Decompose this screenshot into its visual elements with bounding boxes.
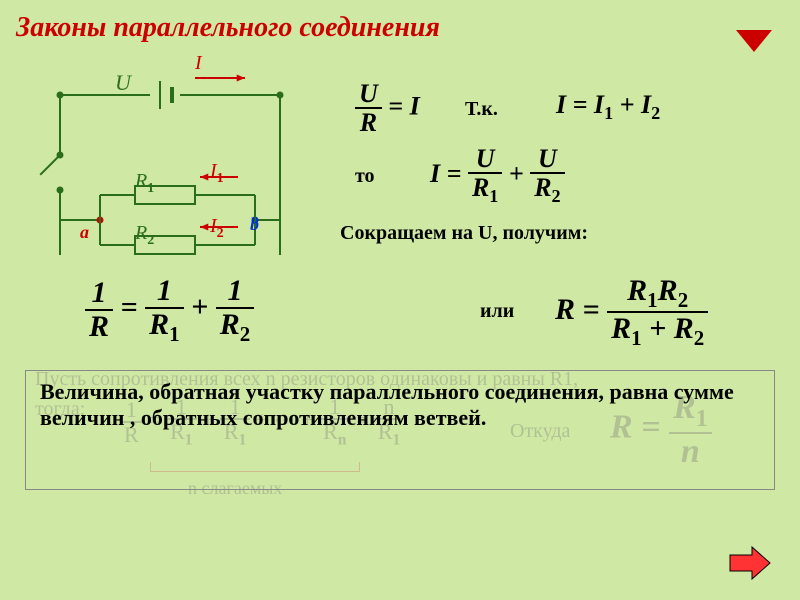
definition-box: Величина, обратная участку параллельного… — [25, 370, 775, 490]
circuit-diagram — [20, 60, 320, 280]
label-U: U — [115, 70, 131, 96]
text-tk: Т.к. — [465, 98, 498, 121]
text-shrink: Сокращаем на U, получим: — [340, 222, 588, 245]
label-I1: I1 — [210, 160, 224, 187]
arrow-right-icon — [728, 545, 772, 581]
label-b: b — [250, 214, 259, 235]
text-to: то — [355, 165, 375, 188]
next-arrow-button[interactable] — [728, 545, 772, 586]
formula-I-UR1-UR2: I = UR1 + UR2 — [430, 145, 565, 207]
label-a: a — [80, 222, 89, 243]
text-ili: или — [480, 300, 514, 323]
definition-text: Величина, обратная участку параллельного… — [26, 371, 774, 439]
label-R2: R2 — [135, 222, 154, 249]
formula-U-over-R: UR = I — [355, 80, 420, 137]
formula-reciprocal: 1R = 1R1 + 1R2 — [85, 275, 254, 345]
label-I: I — [195, 52, 202, 75]
label-R1: R1 — [135, 170, 154, 197]
slide-title: Законы параллельного соединения — [16, 12, 440, 44]
circuit-svg — [20, 60, 320, 290]
formula-I-sum: I = I1 + I2 — [556, 90, 660, 124]
label-I2: I2 — [210, 215, 224, 242]
marker-triangle-icon — [736, 30, 772, 52]
formula-R-product: R = R1R2R1 + R2 — [555, 275, 708, 349]
